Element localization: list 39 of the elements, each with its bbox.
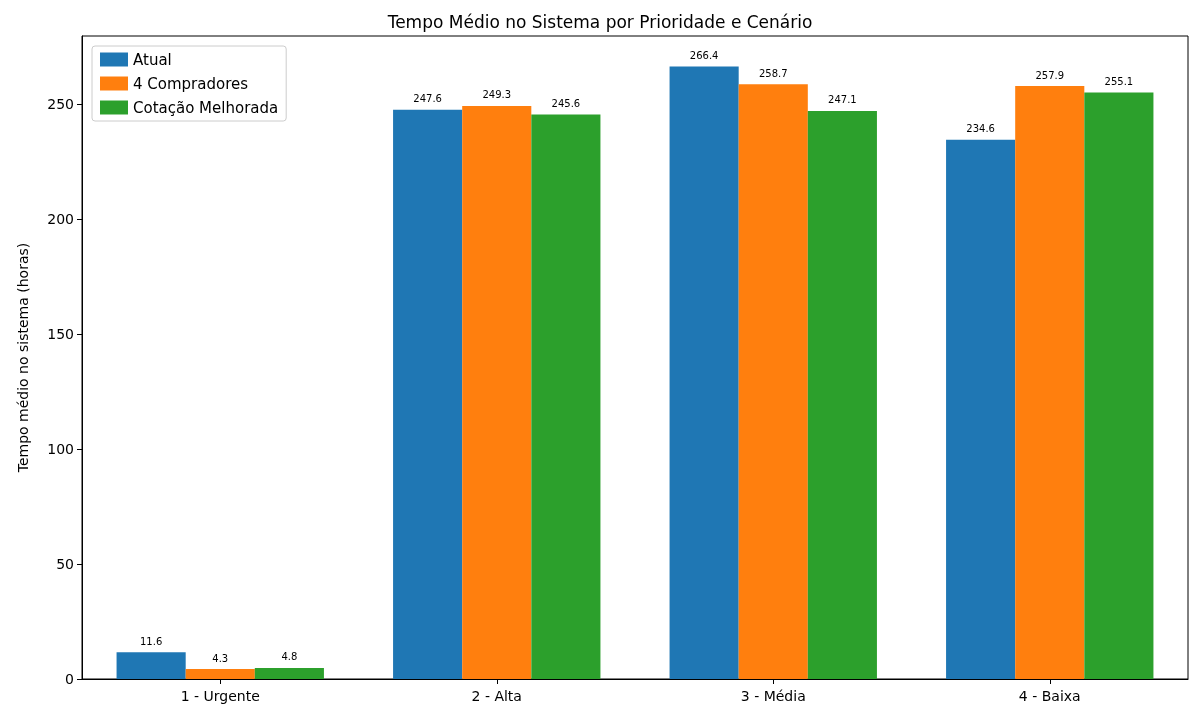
bar: [1084, 92, 1154, 679]
data-label: 249.3: [482, 89, 512, 101]
data-label: 258.7: [758, 67, 788, 79]
bar: [1015, 86, 1085, 679]
bar: [462, 105, 532, 679]
y-tick-label: 200: [47, 211, 74, 228]
data-label: 4.3: [212, 652, 229, 664]
legend-label: Atual: [133, 50, 172, 69]
data-label: 4.8: [281, 651, 298, 663]
y-tick-label: 0: [65, 671, 74, 687]
data-label: 247.1: [828, 94, 857, 106]
bar: [185, 669, 255, 679]
x-tick-label: 4 - Baixa: [1018, 688, 1081, 704]
chart-title: Tempo Médio no Sistema por Prioridade e Cenário: [386, 11, 813, 32]
x-tick-label: 1 - Urgente: [180, 688, 260, 704]
data-label: 234.6: [966, 123, 995, 135]
bar: [669, 66, 739, 679]
y-tick-label: 50: [56, 556, 74, 573]
data-label: 257.9: [1035, 69, 1065, 81]
bar: [946, 139, 1016, 679]
x-tick-label: 2 - Alta: [471, 688, 522, 704]
data-label: 11.6: [139, 635, 163, 647]
bar: [254, 667, 324, 679]
bar: [531, 114, 601, 679]
x-tick-label: 3 - Média: [740, 688, 806, 704]
y-axis-title: Tempo médio no sistema (horas): [15, 242, 31, 474]
bar: [116, 652, 186, 679]
data-label: 245.6: [551, 97, 581, 109]
legend-label: 4 Compradores: [133, 74, 249, 93]
y-tick-label: 100: [47, 441, 74, 458]
bar: [807, 110, 877, 679]
y-tick-label: 250: [47, 96, 74, 113]
bar: [393, 109, 463, 679]
bar: [738, 84, 808, 679]
data-label: 255.1: [1104, 76, 1134, 88]
data-label: 266.4: [689, 50, 719, 62]
legend-label: Cotação Melhorada: [133, 98, 279, 117]
data-label: 247.6: [413, 93, 442, 105]
y-tick-label: 150: [47, 326, 74, 343]
